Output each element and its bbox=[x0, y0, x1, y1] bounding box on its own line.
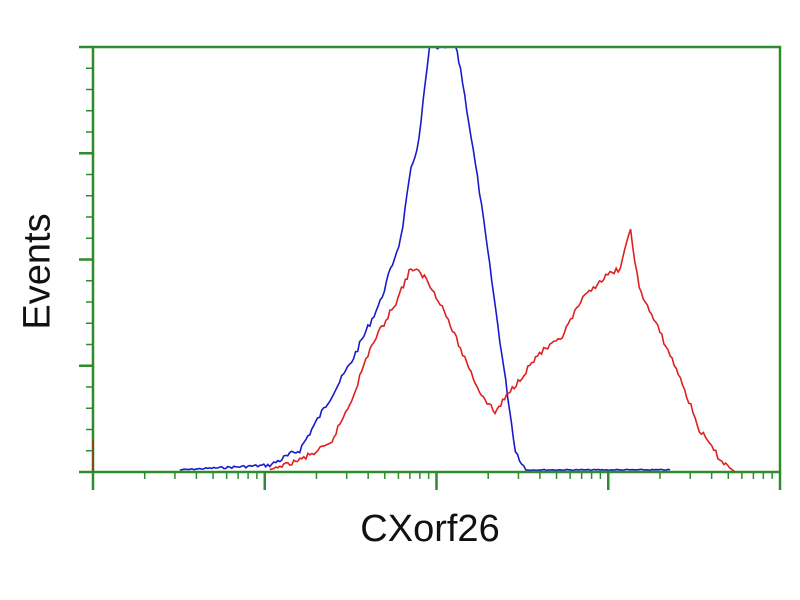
y-axis-label: Events bbox=[16, 213, 59, 330]
series-line-1 bbox=[269, 228, 736, 473]
x-axis-label: CXorf26 bbox=[360, 508, 500, 550]
plot-frame bbox=[91, 45, 782, 474]
series-line-0 bbox=[179, 46, 671, 472]
